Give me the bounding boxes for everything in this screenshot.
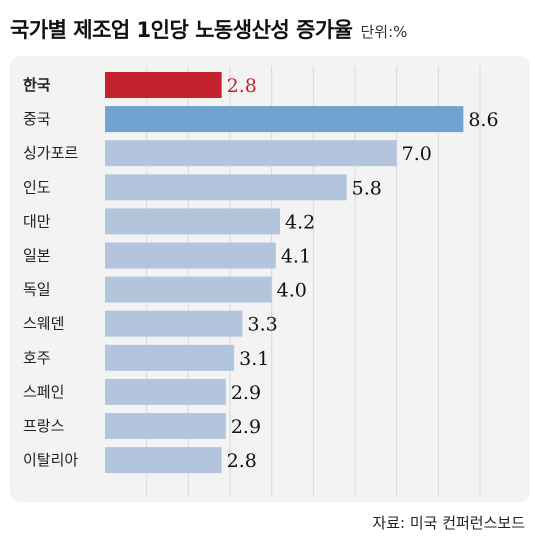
value-label: 7.0 (402, 143, 432, 165)
category-label: 인도 (23, 178, 51, 196)
value-label: 2.8 (227, 75, 257, 97)
category-label: 이탈리아 (23, 451, 78, 469)
value-label: 2.8 (227, 450, 257, 472)
value-label: 5.8 (352, 177, 382, 199)
bar (105, 276, 272, 303)
value-label: 3.1 (239, 348, 269, 370)
bar (105, 447, 222, 474)
chart-header: 국가별 제조업 1인당 노동생산성 증가율 단위:% (10, 14, 407, 44)
bar (105, 413, 226, 439)
category-label: 독일 (23, 281, 51, 299)
category-label: 한국 (23, 76, 51, 94)
bar (105, 106, 464, 133)
category-label: 스페인 (23, 383, 64, 401)
category-label: 대만 (23, 212, 51, 230)
value-label: 2.9 (231, 382, 261, 404)
category-label: 일본 (23, 247, 51, 265)
category-label: 중국 (23, 110, 51, 128)
value-label: 3.3 (248, 314, 278, 336)
value-label: 4.1 (281, 246, 311, 268)
value-label: 4.2 (285, 211, 315, 233)
chart-title: 국가별 제조업 1인당 노동생산성 증가율 (10, 18, 353, 42)
bar (105, 208, 280, 235)
bar (105, 72, 222, 98)
value-label: 4.0 (277, 280, 307, 302)
bar (105, 140, 397, 167)
bar (105, 310, 243, 337)
bar (105, 378, 226, 405)
bar (105, 344, 235, 371)
value-label: 8.6 (468, 109, 498, 131)
bar (105, 242, 276, 269)
category-label: 싱가포르 (23, 144, 78, 162)
source-note: 자료: 미국 컨퍼런스보드 (372, 514, 525, 532)
bar (105, 174, 347, 201)
category-label: 프랑스 (23, 417, 65, 435)
category-label: 스웨덴 (23, 315, 64, 333)
value-label: 2.9 (231, 416, 261, 438)
category-label: 호주 (23, 349, 51, 367)
unit-label: 단위:% (360, 23, 408, 41)
